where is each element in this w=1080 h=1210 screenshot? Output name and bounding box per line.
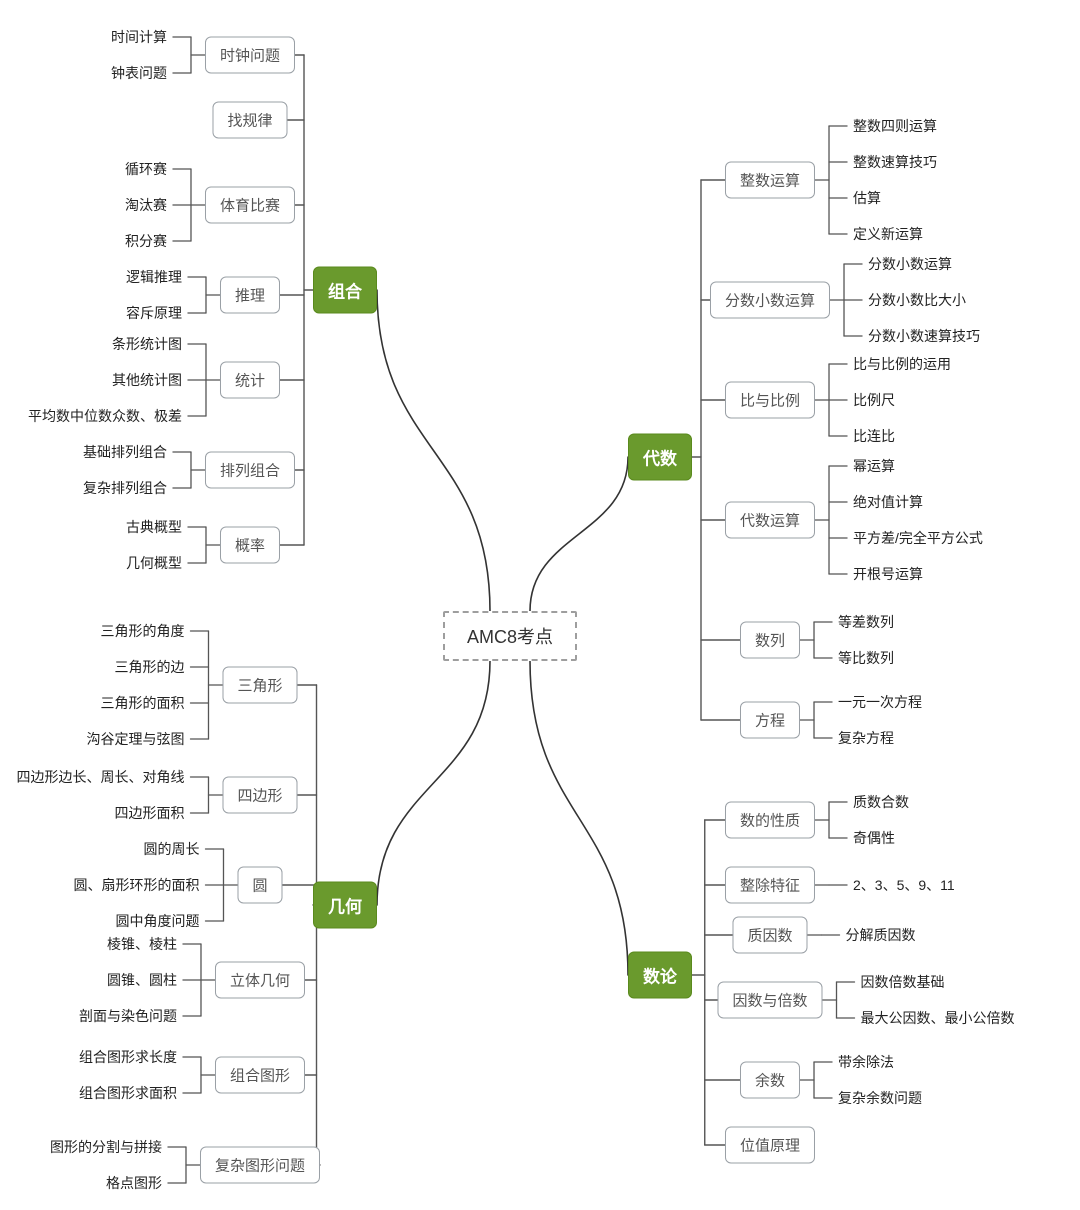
leaf-node: 等差数列 <box>832 610 894 634</box>
leaf-node: 比例尺 <box>847 388 895 412</box>
leaf-node: 剖面与染色问题 <box>79 1004 183 1028</box>
leaf-node: 三角形的面积 <box>100 691 190 715</box>
leaf-node: 复杂方程 <box>832 726 894 750</box>
leaf-node: 平均数中位数众数、极差 <box>28 404 188 428</box>
topic-t_place: 位值原理 <box>725 1127 815 1164</box>
topic-t_solid: 立体几何 <box>215 962 305 999</box>
leaf-node: 淘汰赛 <box>125 193 173 217</box>
topic-t_intop: 整数运算 <box>725 162 815 199</box>
leaf-node: 圆中角度问题 <box>115 909 205 933</box>
topic-t_numprop: 数的性质 <box>725 802 815 839</box>
leaf-node: 一元一次方程 <box>832 690 922 714</box>
topic-t_frac: 分数小数运算 <box>710 282 830 319</box>
leaf-node: 带余除法 <box>832 1050 894 1074</box>
leaf-node: 容斥原理 <box>126 301 188 325</box>
topic-t_circle: 圆 <box>237 867 282 904</box>
mindmap-canvas: AMC8考点 组合几何 代数数论 时钟问题找规律体育比赛推理统计排列组合概率三角形四边… <box>0 0 1080 1210</box>
topic-t_pfac: 质因数 <box>732 917 807 954</box>
category-numt: 数论 <box>628 952 692 999</box>
leaf-node: 定义新运算 <box>847 222 923 246</box>
topic-t_logic: 推理 <box>220 277 280 314</box>
topic-t_perm: 排列组合 <box>205 452 295 489</box>
leaf-node: 几何概型 <box>126 551 188 575</box>
topic-t_tri: 三角形 <box>222 667 297 704</box>
leaf-node: 三角形的边 <box>114 655 190 679</box>
leaf-node: 整数速算技巧 <box>847 150 937 174</box>
leaf-node: 圆锥、圆柱 <box>107 968 183 992</box>
leaf-node: 古典概型 <box>126 515 188 539</box>
leaf-node: 逻辑推理 <box>126 265 188 289</box>
leaf-node: 沟谷定理与弦图 <box>86 727 190 751</box>
leaf-node: 复杂排列组合 <box>83 476 173 500</box>
leaf-node: 积分赛 <box>125 229 173 253</box>
leaf-node: 最大公因数、最小公倍数 <box>855 1006 1015 1030</box>
leaf-node: 开根号运算 <box>847 562 923 586</box>
leaf-node: 棱锥、棱柱 <box>107 932 183 956</box>
leaf-node: 分解质因数 <box>840 923 916 947</box>
topic-t_complex: 复杂图形问题 <box>200 1147 320 1184</box>
leaf-node: 估算 <box>847 186 881 210</box>
topic-t_prob: 概率 <box>220 527 280 564</box>
leaf-node: 四边形边长、周长、对角线 <box>16 765 190 789</box>
leaf-node: 基础排列组合 <box>83 440 173 464</box>
leaf-node: 时间计算 <box>111 25 173 49</box>
leaf-node: 因数倍数基础 <box>855 970 945 994</box>
leaf-node: 复杂余数问题 <box>832 1086 922 1110</box>
leaf-node: 循环赛 <box>125 157 173 181</box>
leaf-node: 条形统计图 <box>112 332 188 356</box>
leaf-node: 四边形面积 <box>114 801 190 825</box>
leaf-node: 2、3、5、9、11 <box>847 873 955 897</box>
topic-t_quad: 四边形 <box>222 777 297 814</box>
category-alg: 代数 <box>628 434 692 481</box>
leaf-node: 圆的周长 <box>143 837 205 861</box>
topic-t_pattern: 找规律 <box>212 102 287 139</box>
leaf-node: 格点图形 <box>106 1171 168 1195</box>
leaf-node: 绝对值计算 <box>847 490 923 514</box>
topic-t_seq: 数列 <box>740 622 800 659</box>
category-geom: 几何 <box>313 882 377 929</box>
root-node: AMC8考点 <box>443 611 577 661</box>
category-comb: 组合 <box>313 267 377 314</box>
leaf-node: 质数合数 <box>847 790 909 814</box>
leaf-node: 平方差/完全平方公式 <box>847 526 983 550</box>
leaf-node: 分数小数运算 <box>862 252 952 276</box>
topic-t_stat: 统计 <box>220 362 280 399</box>
leaf-node: 比连比 <box>847 424 895 448</box>
leaf-node: 组合图形求长度 <box>79 1045 183 1069</box>
leaf-node: 等比数列 <box>832 646 894 670</box>
leaf-node: 圆、扇形环形的面积 <box>73 873 205 897</box>
leaf-node: 幂运算 <box>847 454 895 478</box>
leaf-node: 组合图形求面积 <box>79 1081 183 1105</box>
leaf-node: 整数四则运算 <box>847 114 937 138</box>
topic-t_algop: 代数运算 <box>725 502 815 539</box>
leaf-node: 其他统计图 <box>112 368 188 392</box>
leaf-node: 分数小数速算技巧 <box>862 324 980 348</box>
topic-t_eq: 方程 <box>740 702 800 739</box>
topic-t_compg: 组合图形 <box>215 1057 305 1094</box>
leaf-node: 比与比例的运用 <box>847 352 951 376</box>
topic-t_facmul: 因数与倍数 <box>717 982 822 1019</box>
leaf-node: 图形的分割与拼接 <box>50 1135 168 1159</box>
leaf-node: 三角形的角度 <box>100 619 190 643</box>
topic-t_sport: 体育比赛 <box>205 187 295 224</box>
topic-t_div: 整除特征 <box>725 867 815 904</box>
leaf-node: 分数小数比大小 <box>862 288 966 312</box>
topic-t_ratio: 比与比例 <box>725 382 815 419</box>
leaf-node: 钟表问题 <box>111 61 173 85</box>
topic-t_clock: 时钟问题 <box>205 37 295 74</box>
topic-t_rem: 余数 <box>740 1062 800 1099</box>
leaf-node: 奇偶性 <box>847 826 895 850</box>
